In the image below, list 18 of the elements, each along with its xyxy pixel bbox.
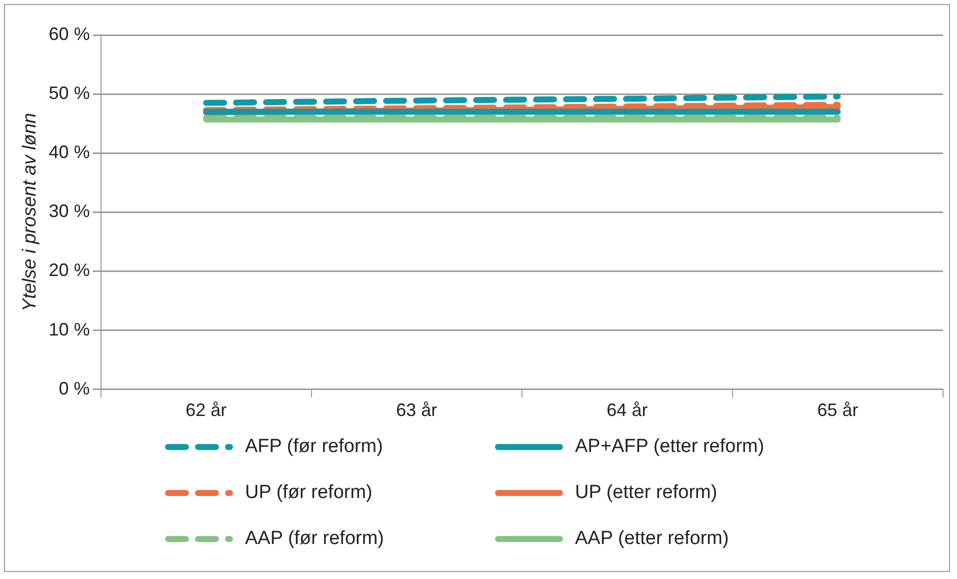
legend-label: AAP (før reform) bbox=[245, 528, 384, 550]
y-tick-label: 50 % bbox=[48, 83, 90, 104]
x-tick-label: 65 år bbox=[817, 400, 858, 420]
y-tick-label: 20 % bbox=[48, 260, 90, 280]
y-axis-title: Ytelse i prosent av lønn bbox=[20, 112, 41, 312]
y-tick-label: 60 % bbox=[48, 24, 90, 44]
y-tick-label: 10 % bbox=[48, 319, 90, 340]
x-tick-label: 63 år bbox=[396, 400, 438, 420]
y-tick-label: 30 % bbox=[48, 201, 90, 222]
y-tick-label: 40 % bbox=[48, 142, 90, 162]
legend-label: AAP (etter reform) bbox=[575, 528, 729, 550]
y-tick-label: 0 % bbox=[58, 378, 90, 398]
legend-label: AP+AFP (etter reform) bbox=[575, 436, 764, 458]
x-tick-label: 64 år bbox=[606, 400, 648, 420]
x-tick-label: 62 år bbox=[186, 400, 227, 420]
legend-label: UP (før reform) bbox=[245, 482, 372, 504]
legend-label: AFP (før reform) bbox=[245, 436, 383, 458]
legend-label: UP (etter reform) bbox=[575, 482, 718, 504]
